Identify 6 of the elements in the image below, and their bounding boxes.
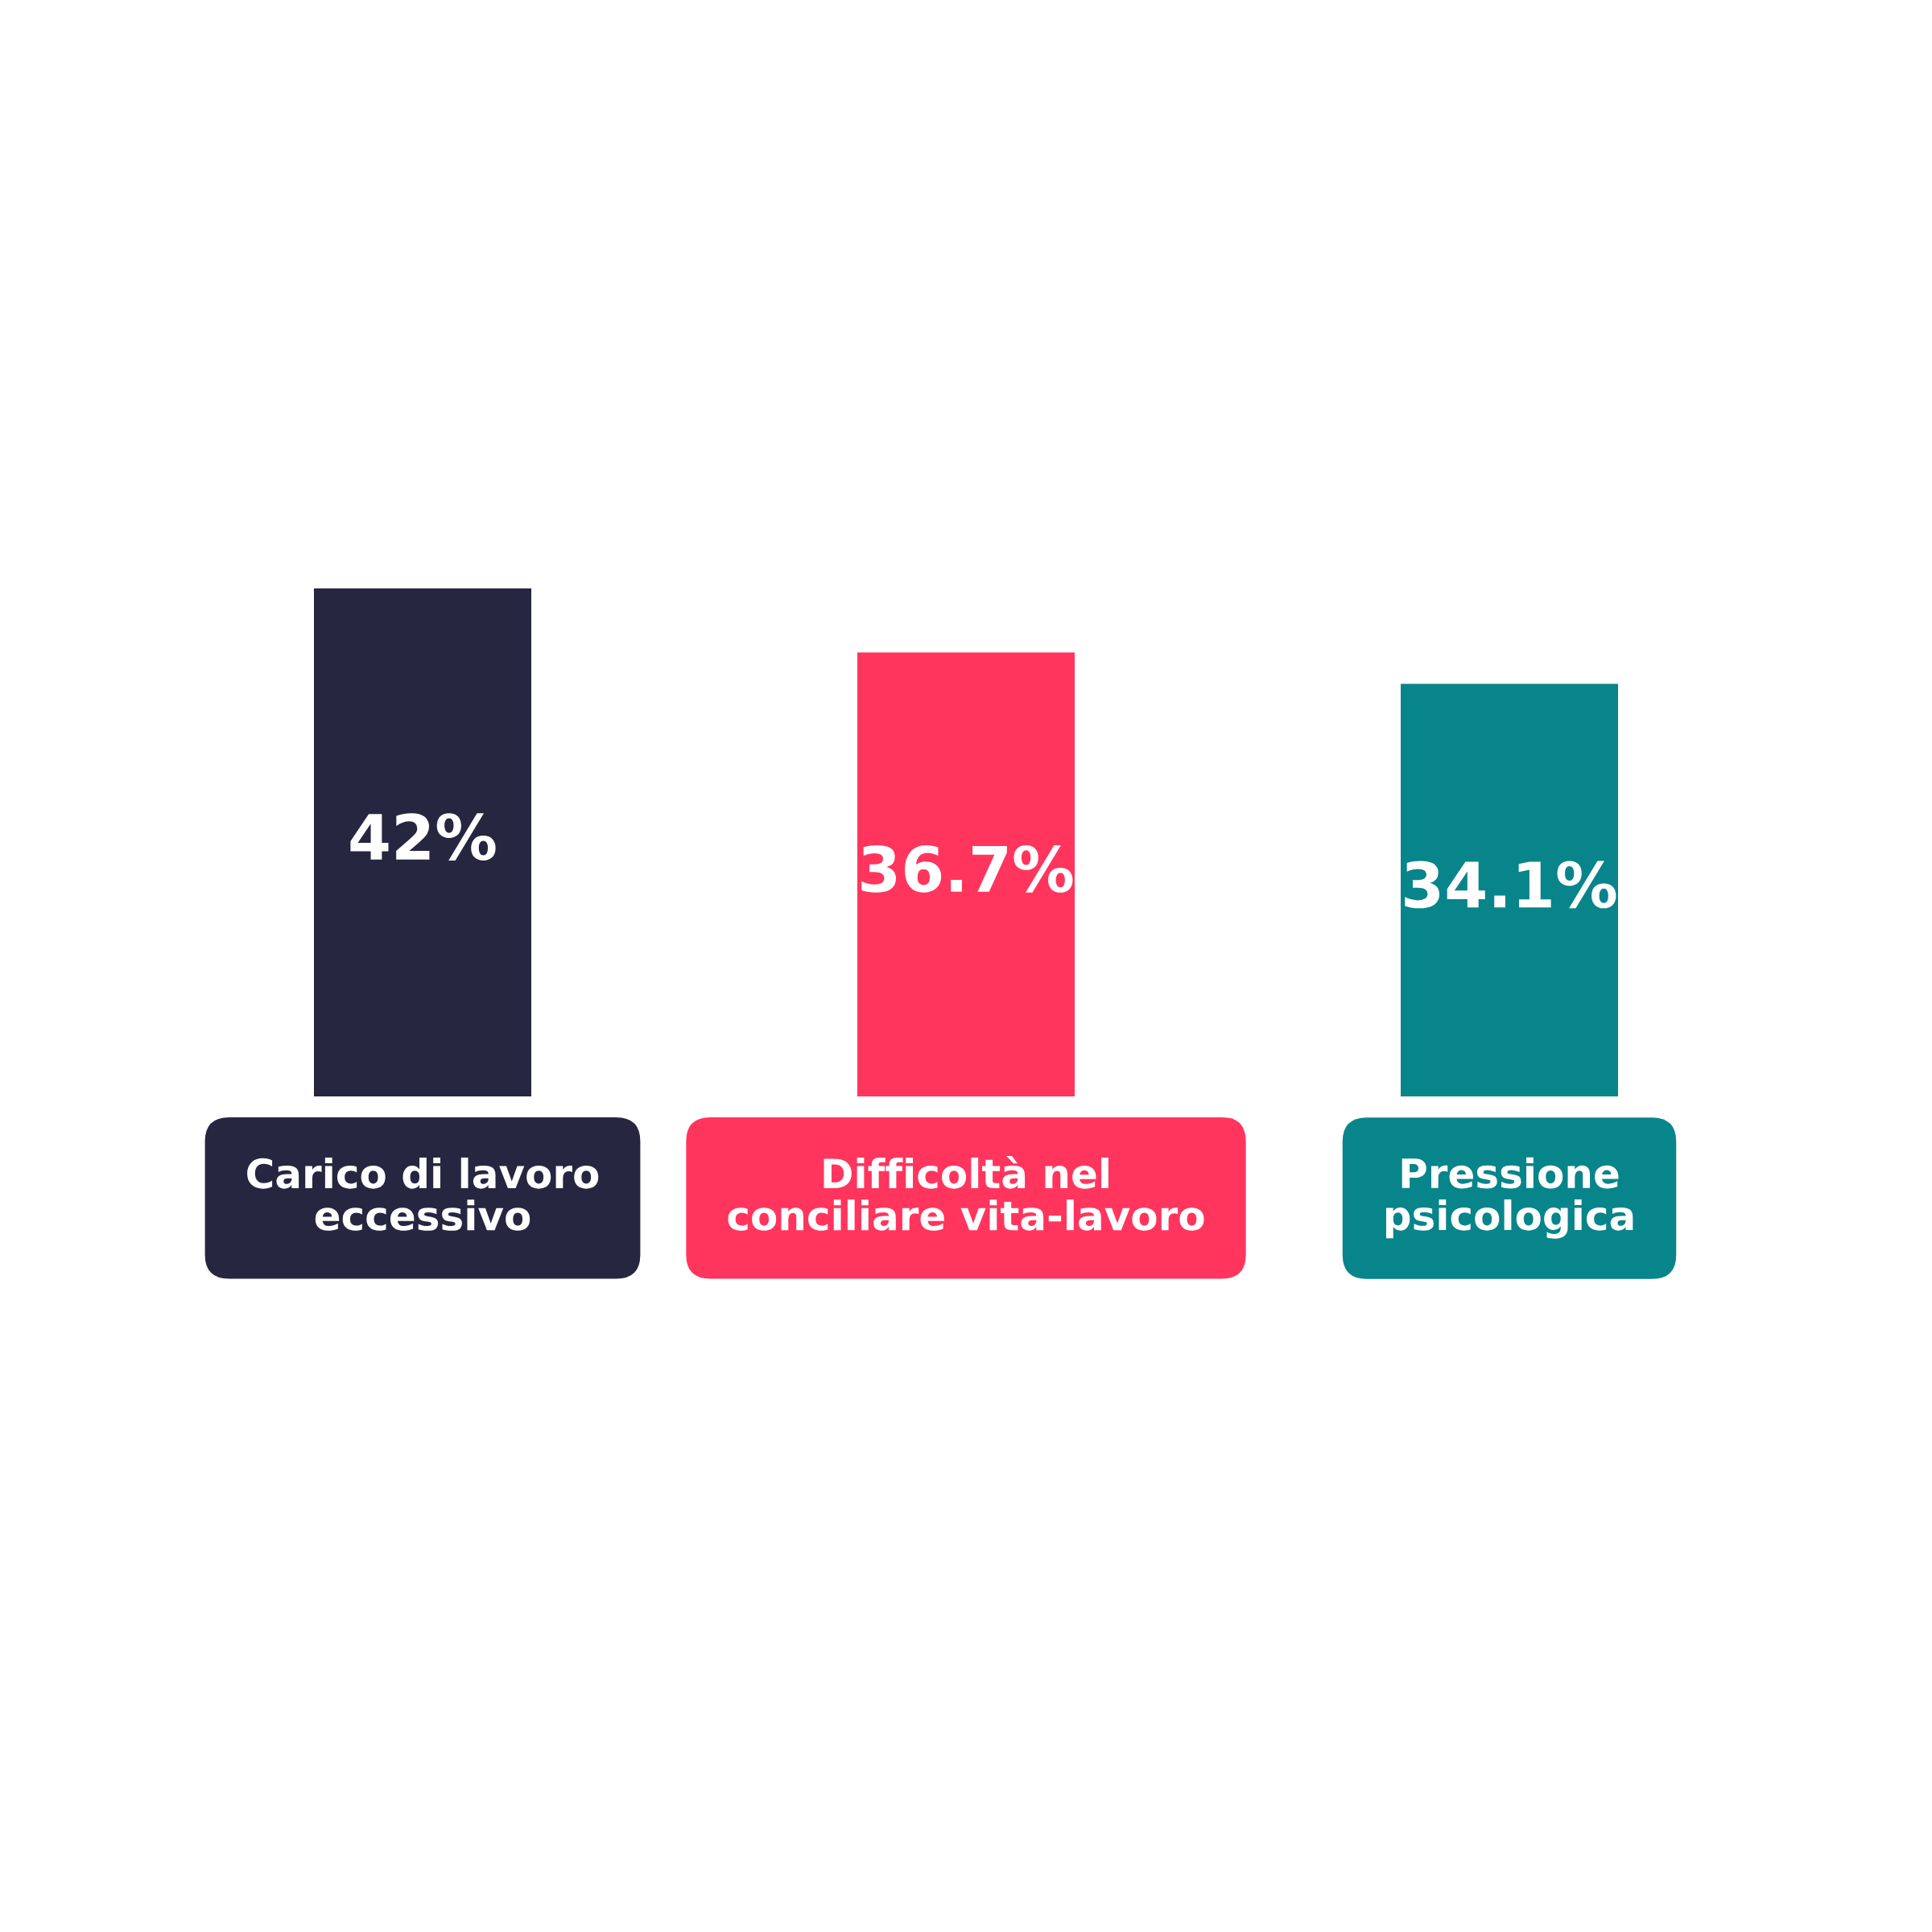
x-tick-label: Pressione psicologica xyxy=(1385,1157,1633,1239)
data-label: 36.7% xyxy=(861,844,1073,893)
x-tick-label: Difficoltà nel conciliare vita-lavoro xyxy=(728,1155,1204,1231)
x-tick-label: Carico di lavoro eccessivo xyxy=(247,1157,599,1231)
data-label: 42% xyxy=(350,813,496,861)
data-label: 34.1% xyxy=(1405,861,1616,909)
